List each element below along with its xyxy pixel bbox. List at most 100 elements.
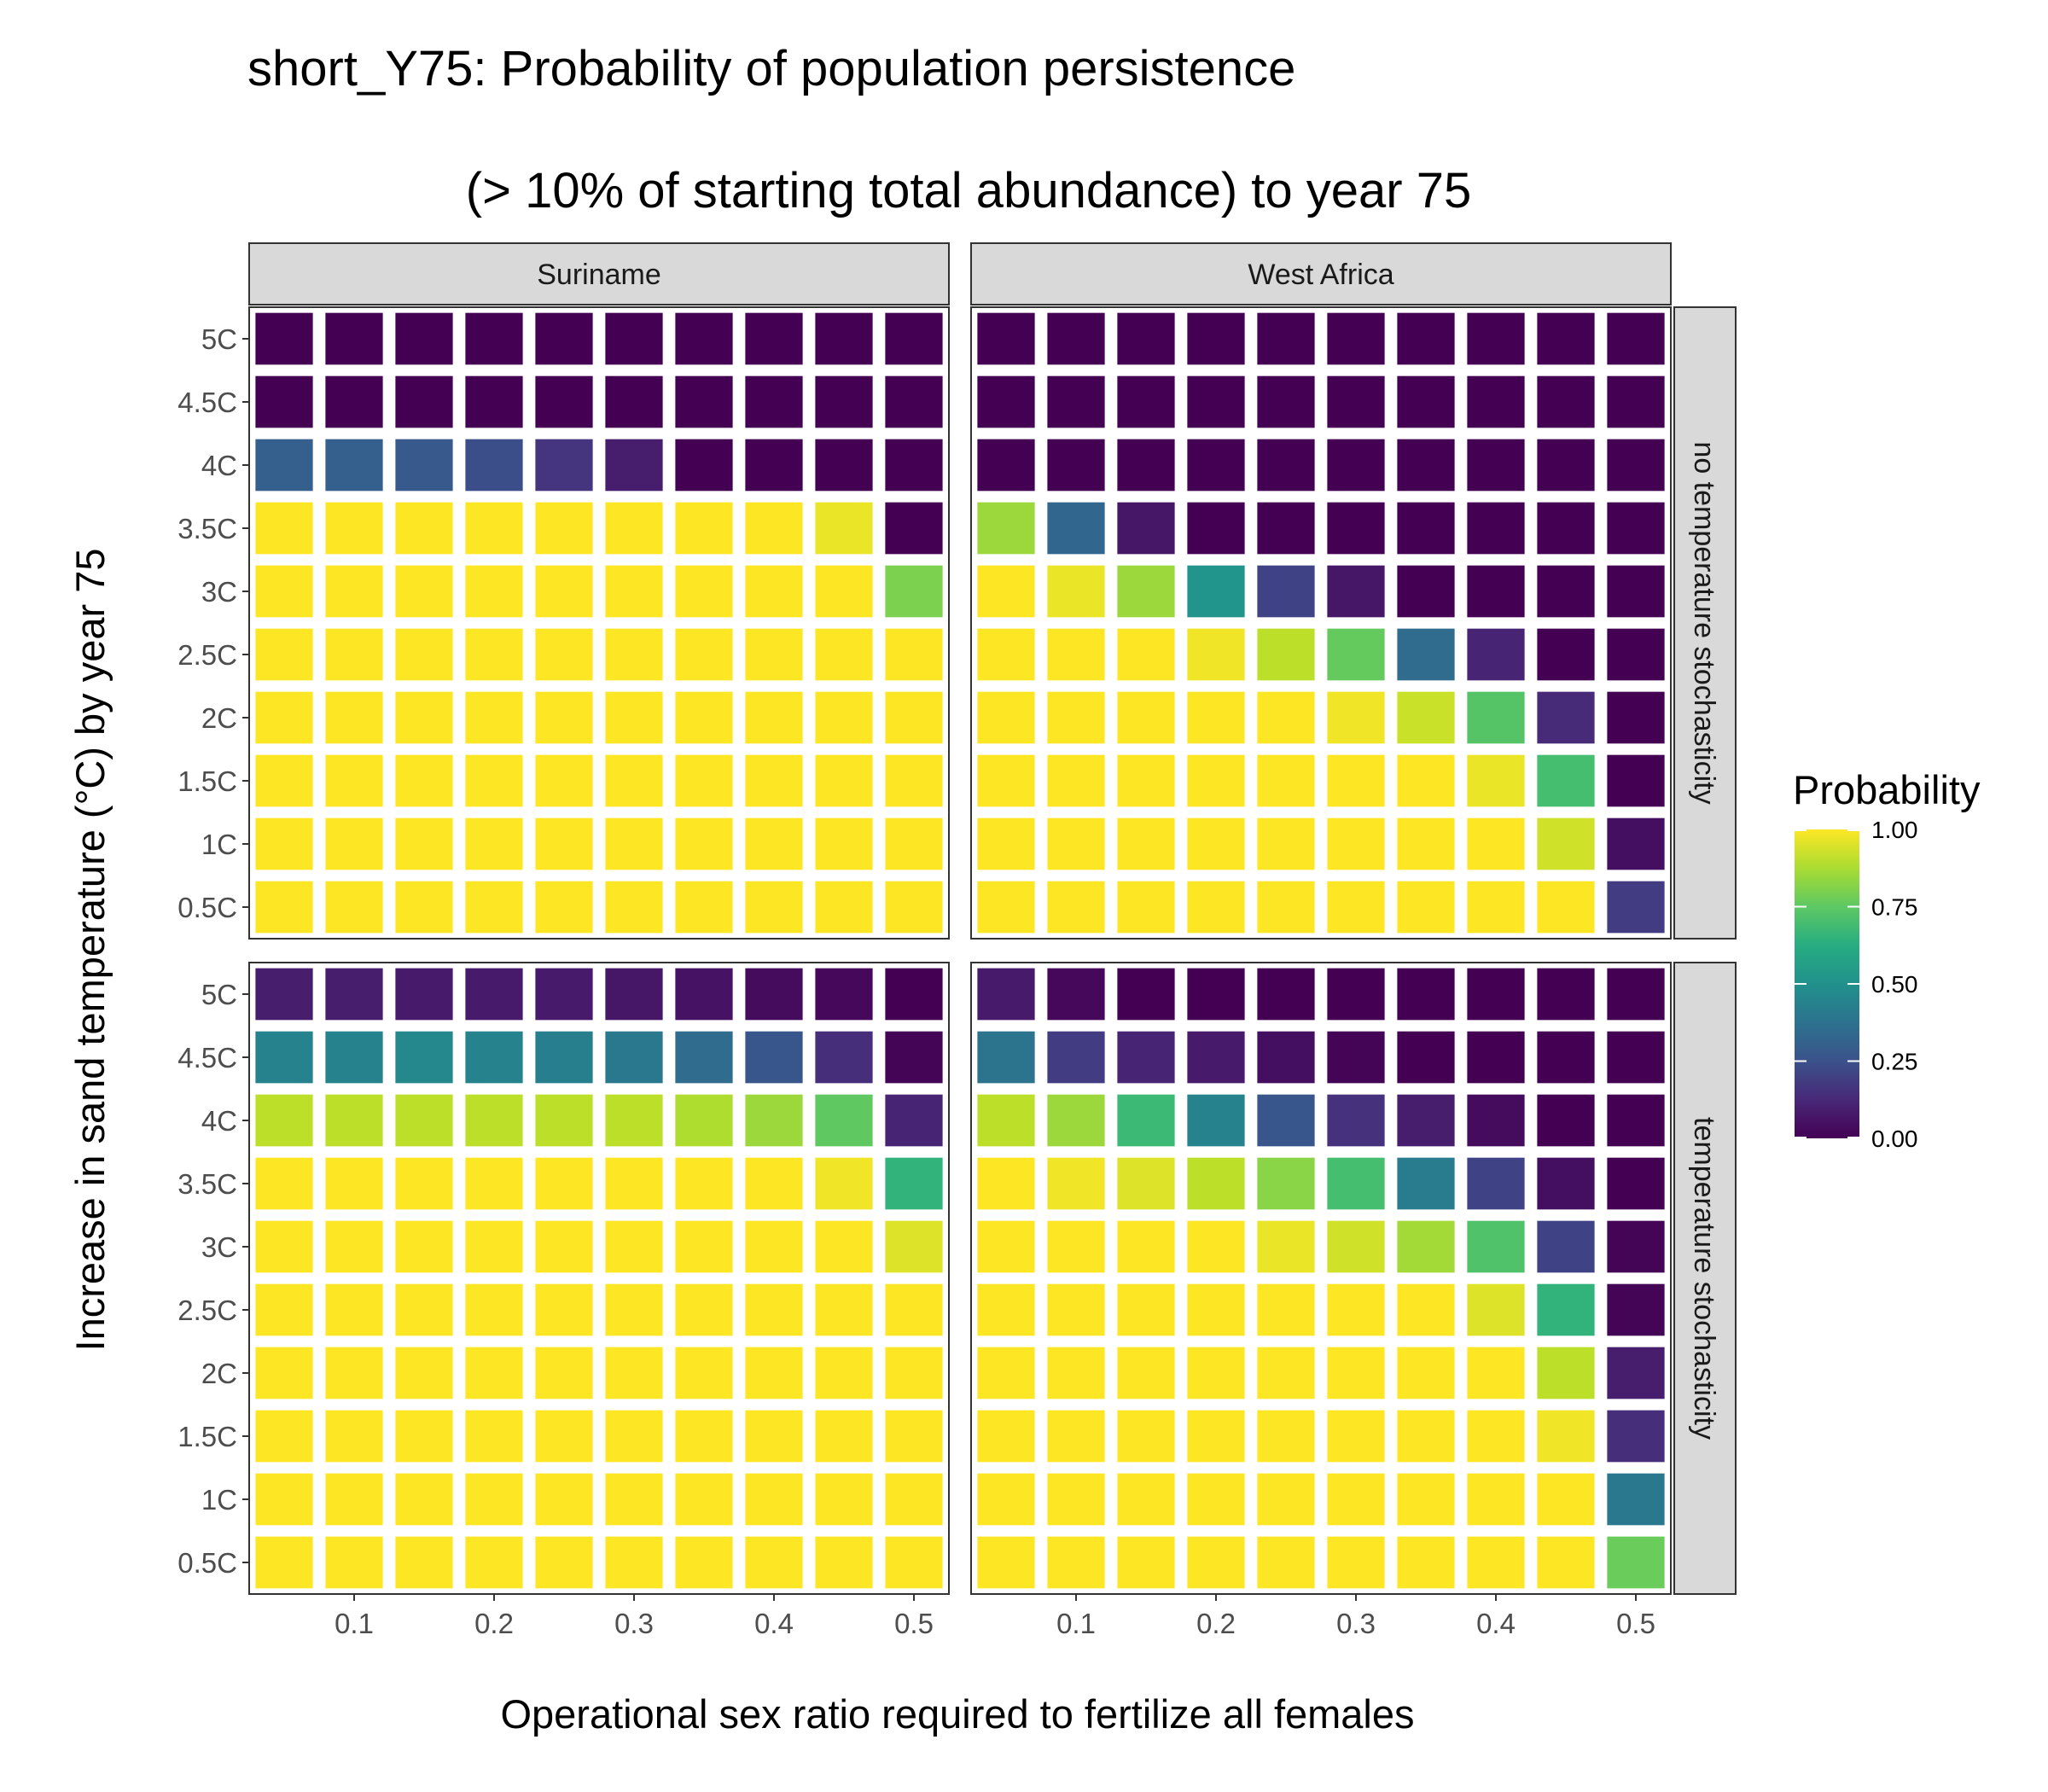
heatmap-cell: 2C, 0.5: 0	[1607, 691, 1665, 744]
heatmap-cell: 2.5C, 0.4: 1	[745, 1283, 803, 1336]
heatmap-cell: 2.5C, 0.05: 1	[255, 628, 313, 681]
heatmap-cell: 3C, 0.2: 1	[1187, 1220, 1245, 1273]
heatmap-cell: 0.5C, 0.4: 1	[1467, 1536, 1525, 1589]
heatmap-cell: 5C, 0.3: 0	[605, 312, 663, 365]
heatmap-cell: 5C, 0.2: 0	[1187, 312, 1245, 365]
heatmap-cell: 4C, 0.25: 0.27	[1257, 1094, 1315, 1147]
legend-tick-label: 0.25	[1871, 1049, 1918, 1075]
heatmap-cell: 4.5C, 0.4: 0	[745, 375, 803, 428]
heatmap-cell: 3C, 0.2: 1	[465, 1220, 523, 1273]
heatmap-cell: 1.5C, 0.15: 1	[395, 1410, 453, 1463]
heatmap-cell: 0.5C, 0.3: 1	[605, 881, 663, 934]
facet-strip-label-0: Suriname	[537, 259, 661, 291]
heatmap-cell: 4C, 0.3: 0.14	[1327, 1094, 1385, 1147]
heatmap-cell: 3C, 0.1: 0.97	[1047, 565, 1105, 618]
legend-tick-label: 0.50	[1871, 971, 1918, 998]
heatmap-cell: 0.5C, 0.2: 1	[465, 881, 523, 934]
heatmap-cell: 1.5C, 0.05: 1	[255, 1410, 313, 1463]
heatmap-cell: 5C, 0.5: 0	[885, 968, 943, 1021]
heatmap-cell: 0.5C, 0.5: 1	[885, 1536, 943, 1589]
heatmap-cell: 4.5C, 0.45: 0.13	[815, 1031, 873, 1084]
heatmap-cell: 4C, 0.1: 0.85	[1047, 1094, 1105, 1147]
heatmap-cell: 5C, 0.3: 0	[1327, 968, 1385, 1021]
heatmap-cell: 2.5C, 0.35: 0.35	[1397, 628, 1455, 681]
heatmap-cell: 1.5C, 0.45: 0.7	[1537, 754, 1595, 807]
heatmap-cell: 4.5C, 0.4: 0	[1467, 1031, 1525, 1084]
heatmap-cell: 4.5C, 0.3: 0	[605, 375, 663, 428]
heatmap-cell: 5C, 0.15: 0.07	[395, 968, 453, 1021]
y-tick-label: 1C	[201, 1484, 237, 1516]
heatmap-cell: 0.5C, 0.5: 0.77	[1607, 1536, 1665, 1589]
heatmap-cell: 4C, 0.15: 0.68	[1117, 1094, 1175, 1147]
heatmap-cell: 5C, 0.05: 0.07	[977, 968, 1035, 1021]
heatmap-cell: 2C, 0.15: 1	[1117, 1347, 1175, 1399]
heatmap-cell: 3.5C, 0.5: 0	[885, 502, 943, 555]
heatmap-cell: 0.5C, 0.2: 1	[465, 1536, 523, 1589]
heatmap-cell: 4C, 0.45: 0	[1537, 1094, 1595, 1147]
y-tick-label: 2.5C	[177, 1295, 237, 1326]
heatmap-cell: 2C, 0.45: 0.9	[1537, 1347, 1595, 1399]
heatmap-cell: 1C, 0.1: 1	[325, 817, 383, 870]
heatmap-cell: 1C, 0.4: 1	[1467, 1473, 1525, 1526]
heatmap-cell: 4C, 0.15: 0.28	[395, 439, 453, 492]
heatmap-cell: 0.5C, 0.25: 1	[535, 881, 593, 934]
heatmap-cell: 5C, 0.2: 0	[465, 312, 523, 365]
heatmap-cell: 1C, 0.45: 1	[815, 1473, 873, 1526]
heatmap-cell: 2.5C, 0.35: 1	[1397, 1283, 1455, 1336]
heatmap-cell: 2C, 0.15: 1	[1117, 691, 1175, 744]
heatmap-cell: 4C, 0.05: 0.3	[255, 439, 313, 492]
heatmap-cell: 1C, 0.5: 0.04	[1607, 817, 1665, 870]
panel-3: 5C, 0.05: 0.075C, 0.1: 0.025C, 0.15: 05C…	[970, 962, 1672, 1639]
heatmap-cell: 2.5C, 0.3: 1	[1327, 1283, 1385, 1336]
heatmap-cell: 0.5C, 0.45: 1	[1537, 1536, 1595, 1589]
heatmap-cell: 4C, 0.3: 0.9	[605, 1094, 663, 1147]
heatmap-cell: 4C, 0.2: 0.24	[465, 439, 523, 492]
heatmap-cell: 4.5C, 0.25: 0.04	[1257, 1031, 1315, 1084]
heatmap-cell: 0.5C, 0.05: 1	[977, 1536, 1035, 1589]
heatmap-cell: 5C, 0.1: 0	[325, 312, 383, 365]
heatmap-cell: 1C, 0.25: 1	[535, 817, 593, 870]
heatmap-cell: 0.5C, 0.45: 1	[1537, 881, 1595, 934]
heatmap-cell: 1.5C, 0.1: 1	[325, 1410, 383, 1463]
heatmap-cell: 4C, 0.5: 0	[1607, 1094, 1665, 1147]
heatmap-cell: 3.5C, 0.4: 0	[1467, 502, 1525, 555]
heatmap-cell: 3.5C, 0.45: 0.98	[815, 1157, 873, 1210]
heatmap-cell: 0.5C, 0.05: 1	[977, 881, 1035, 934]
heatmap-cell: 4.5C, 0.35: 0	[675, 375, 733, 428]
heatmap-cell: 4C, 0.05: 0.9	[255, 1094, 313, 1147]
heatmap-cell: 2.5C, 0.2: 0.98	[1187, 628, 1245, 681]
heatmap-cell: 0.5C, 0.25: 1	[1257, 1536, 1315, 1589]
panel-0: 5C, 0.05: 05C, 0.1: 05C, 0.15: 05C, 0.2:…	[177, 306, 950, 940]
heatmap-cell: 2.5C, 0.15: 1	[1117, 1283, 1175, 1336]
heatmap-cell: 2C, 0.4: 0.73	[1467, 691, 1525, 744]
heatmap-cell: 2C, 0.25: 1	[535, 691, 593, 744]
heatmap-cell: 3C, 0.35: 1	[675, 1220, 733, 1273]
heatmap-cell: 1.5C, 0.4: 1	[745, 1410, 803, 1463]
panel-2: 5C, 0.05: 0.085C, 0.1: 0.085C, 0.15: 0.0…	[177, 962, 950, 1639]
heatmap-cell: 2.5C, 0.2: 1	[1187, 1283, 1245, 1336]
heatmap-cell: 5C, 0.2: 0	[1187, 968, 1245, 1021]
heatmap-cell: 1.5C, 0.4: 0.97	[1467, 754, 1525, 807]
heatmap-cell: 4.5C, 0.15: 0.1	[1117, 1031, 1175, 1084]
heatmap-cell: 5C, 0.2: 0.07	[465, 968, 523, 1021]
heatmap-cell: 1C, 0.15: 1	[1117, 817, 1175, 870]
heatmap-cell: 5C, 0.25: 0	[1257, 968, 1315, 1021]
heatmap-cell: 1C, 0.1: 1	[1047, 817, 1105, 870]
heatmap-cell: 0.5C, 0.25: 1	[535, 1536, 593, 1589]
heatmap-cell: 5C, 0.05: 0.08	[255, 968, 313, 1021]
heatmap-cell: 4C, 0.35: 0.88	[675, 1094, 733, 1147]
heatmap-cell: 2.5C, 0.1: 1	[325, 1283, 383, 1336]
heatmap-cell: 3C, 0.15: 1	[1117, 1220, 1175, 1273]
heatmap-cell: 2C, 0.25: 1	[535, 1347, 593, 1399]
heatmap-cell: 4C, 0.05: 0	[977, 439, 1035, 492]
y-tick-label: 4C	[201, 450, 237, 481]
heatmap-cell: 3.5C, 0.15: 0.95	[1117, 1157, 1175, 1210]
heatmap-cell: 0.5C, 0.4: 1	[745, 1536, 803, 1589]
heatmap-cell: 0.5C, 0.4: 1	[745, 881, 803, 934]
heatmap-cell: 5C, 0.35: 0	[675, 312, 733, 365]
legend: Probability 1.00 0.75 0.50 0.25 0.00	[1793, 767, 1981, 1152]
x-tick-label: 0.1	[335, 1608, 374, 1639]
heatmap-cell: 1C, 0.4: 1	[745, 1473, 803, 1526]
heatmap-cell: 3.5C, 0.5: 0	[1607, 502, 1665, 555]
heatmap-cell: 3.5C, 0.35: 0.42	[1397, 1157, 1455, 1210]
